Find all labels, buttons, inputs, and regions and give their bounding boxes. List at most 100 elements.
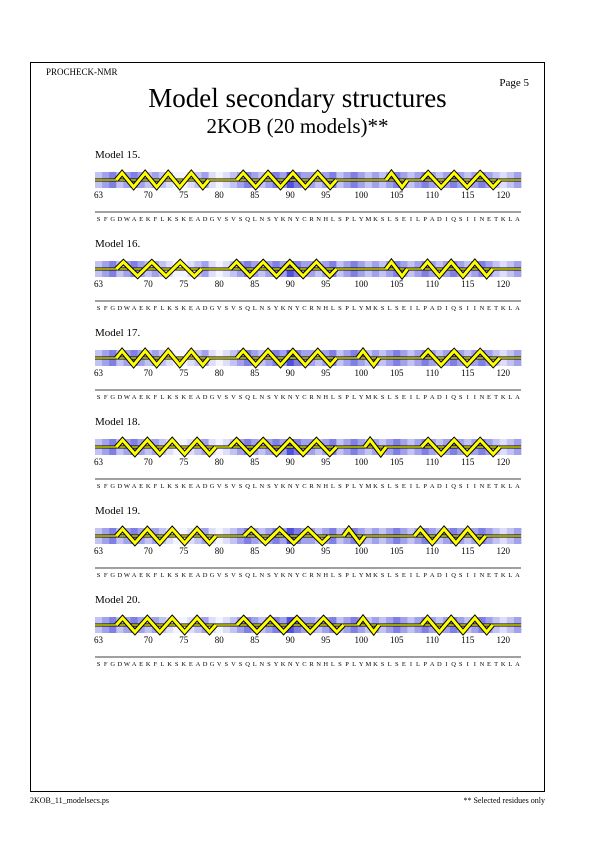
sequence-residue: E	[402, 394, 406, 401]
sequence-residue: E	[139, 216, 143, 223]
sequence-residue: S	[459, 305, 463, 312]
residue-tick-label: 75	[179, 190, 189, 200]
page-title: Model secondary structures	[148, 83, 447, 113]
sequence-residue: S	[395, 216, 399, 223]
sequence-residue: S	[267, 661, 271, 668]
sequence-residue: Y	[295, 483, 300, 490]
sequence-residue: E	[139, 483, 143, 490]
residue-tick-label: 63	[94, 457, 104, 467]
sequence-residue: S	[225, 305, 229, 312]
sequence-residue: C	[302, 394, 306, 401]
sequence-residue: D	[437, 216, 442, 223]
sequence-residue: H	[323, 572, 328, 579]
sequence-residue: N	[259, 394, 264, 401]
sequence-residue: A	[430, 216, 435, 223]
sequence-residue: S	[395, 483, 399, 490]
sequence-residue: R	[309, 572, 314, 579]
sequence-residue: D	[203, 661, 208, 668]
helix	[115, 615, 217, 635]
sequence-residue: P	[345, 216, 349, 223]
sequence-residue: K	[146, 305, 151, 312]
residue-tick-label: 95	[321, 190, 331, 200]
sequence-residue: Y	[274, 305, 279, 312]
sequence-residue: S	[239, 394, 243, 401]
helix	[115, 348, 210, 368]
sequence-residue: I	[410, 305, 412, 312]
sequence-residue: S	[175, 572, 179, 579]
sequence-residue: Q	[245, 216, 250, 223]
sequence-residue: Y	[274, 572, 279, 579]
sequence-residue: T	[494, 216, 498, 223]
sequence-residue: E	[402, 483, 406, 490]
sequence-residue: E	[487, 394, 491, 401]
sequence-residue: P	[345, 483, 349, 490]
helix	[420, 348, 501, 368]
sequence-residue: N	[480, 483, 485, 490]
sequence-residue: K	[373, 661, 378, 668]
sequence-residue: K	[167, 394, 172, 401]
model-label: Model 20.	[95, 594, 140, 606]
sequence-residue: K	[181, 483, 186, 490]
sequence-residue: K	[181, 572, 186, 579]
residue-tick-label: 105	[390, 546, 404, 556]
sequence-residue: V	[231, 305, 236, 312]
sequence-residue: Y	[274, 483, 279, 490]
helix	[228, 259, 338, 279]
sequence-residue: F	[104, 216, 108, 223]
residue-tick-label: 80	[215, 457, 225, 467]
residue-tick-label: 63	[94, 546, 104, 556]
sequence-residue: F	[154, 216, 158, 223]
sequence-residue: N	[259, 661, 264, 668]
sequence-residue: K	[373, 216, 378, 223]
sequence-residue: K	[167, 661, 172, 668]
sequence-residue: L	[331, 305, 335, 312]
helix	[356, 615, 381, 635]
sequence-residue: Y	[359, 572, 364, 579]
model-label: Model 18.	[95, 416, 140, 428]
sequence-residue: Q	[245, 394, 250, 401]
sequence-residue: N	[259, 305, 264, 312]
sequence-residue: N	[288, 483, 293, 490]
sequence-residue: H	[323, 394, 328, 401]
sequence-residue: D	[203, 572, 208, 579]
helix	[356, 348, 381, 368]
sequence-residue: K	[501, 394, 506, 401]
residue-tick-label: 100	[355, 190, 369, 200]
residue-tick-label: 70	[144, 457, 154, 467]
sequence-residue: S	[267, 483, 271, 490]
sequence-residue: V	[217, 661, 222, 668]
sequence-residue: Q	[245, 572, 250, 579]
sequence-residue: L	[253, 661, 257, 668]
sequence-residue: K	[281, 572, 286, 579]
sequence-residue: I	[445, 216, 447, 223]
sequence-residue: E	[487, 572, 491, 579]
sequence-residue: G	[110, 572, 115, 579]
sequence-residue: W	[124, 572, 131, 579]
residue-tick-label: 70	[144, 635, 154, 645]
sequence-residue: Y	[295, 305, 300, 312]
helix	[115, 437, 217, 457]
sequence-residue: S	[381, 661, 385, 668]
sequence-residue: K	[146, 572, 151, 579]
sequence-residue: K	[373, 572, 378, 579]
residue-tick-label: 110	[426, 279, 440, 289]
sequence-residue: T	[494, 572, 498, 579]
sequence-residue: A	[515, 305, 520, 312]
sequence-residue: N	[316, 483, 321, 490]
sequence-residue: K	[181, 305, 186, 312]
sequence-residue: S	[338, 661, 342, 668]
sequence-residue: L	[352, 483, 356, 490]
sequence-residue: S	[395, 572, 399, 579]
sequence-residue: M	[365, 483, 371, 490]
sequence-residue: E	[189, 216, 193, 223]
sequence-residue: S	[381, 572, 385, 579]
helix	[235, 348, 338, 368]
sequence-residue: I	[445, 572, 447, 579]
helix	[420, 615, 494, 635]
sequence-residue: E	[189, 572, 193, 579]
sequence-residue: S	[225, 572, 229, 579]
sequence-residue: L	[388, 661, 392, 668]
